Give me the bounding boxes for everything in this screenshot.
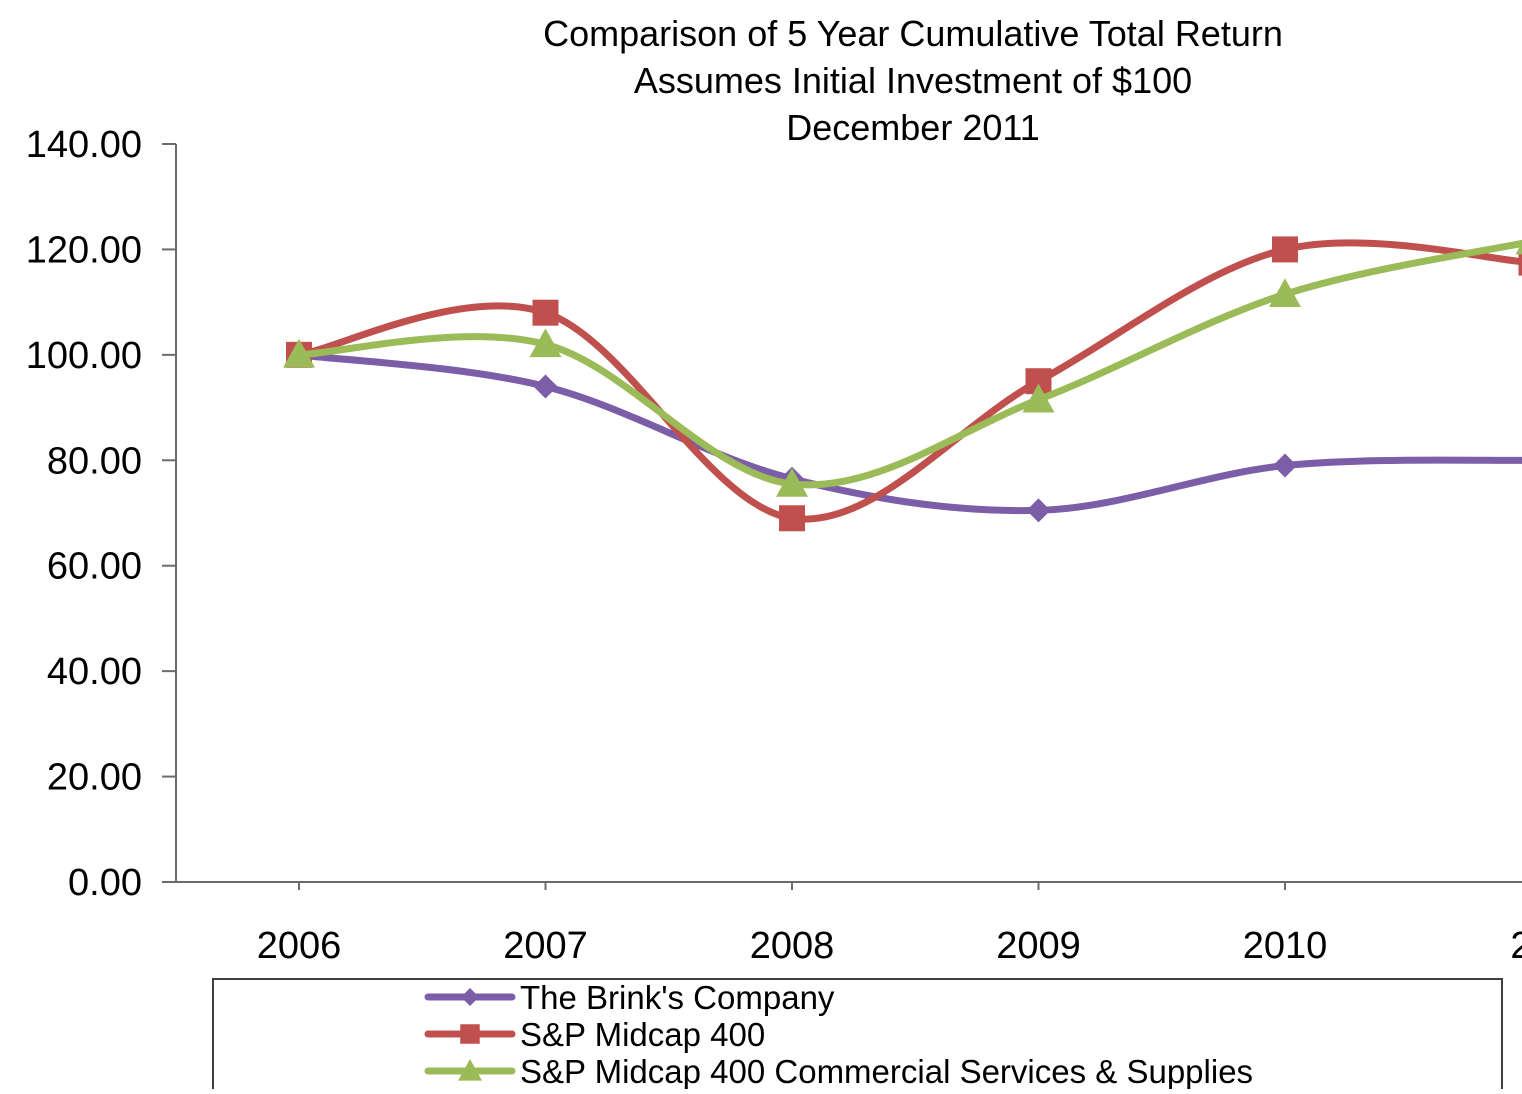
y-tick-label: 140.00 — [26, 124, 142, 166]
series-2-point — [533, 300, 559, 326]
legend-swatch-marker — [460, 1024, 480, 1044]
chart-title-line-3: December 2011 — [786, 107, 1039, 148]
series-line-2 — [299, 243, 1522, 519]
x-tick-label: 2010 — [1243, 925, 1328, 967]
chart-title: Comparison of 5 Year Cumulative Total Re… — [543, 13, 1283, 148]
x-tick-label: 2009 — [996, 925, 1081, 967]
x-tick-label: 2006 — [257, 925, 342, 967]
series-2-point — [1272, 236, 1298, 262]
y-tick-label: 100.00 — [26, 335, 142, 377]
y-tick-label: 0.00 — [68, 862, 142, 904]
series-1-point — [1273, 454, 1297, 478]
series-lines — [283, 226, 1522, 532]
x-tick-label: 2007 — [503, 925, 588, 967]
series-3-point — [1516, 226, 1522, 255]
y-tick-label: 80.00 — [47, 440, 142, 482]
x-tick-label: 20 — [1510, 925, 1522, 967]
legend-label: S&P Midcap 400 — [520, 1016, 765, 1053]
x-tick-label: 2008 — [750, 925, 835, 967]
legend-label: S&P Midcap 400 Commercial Services & Sup… — [520, 1053, 1253, 1089]
y-tick-label: 60.00 — [47, 546, 142, 588]
series-1-point — [534, 374, 558, 398]
series-2-point — [779, 505, 805, 531]
y-tick-label: 40.00 — [47, 651, 142, 693]
series-line-3 — [299, 242, 1522, 485]
y-tick-label: 120.00 — [26, 229, 142, 271]
chart-title-line-2: Assumes Initial Investment of $100 — [634, 60, 1192, 101]
chart-title-line-1: Comparison of 5 Year Cumulative Total Re… — [543, 13, 1283, 54]
legend-label: The Brink's Company — [520, 979, 835, 1016]
y-tick-label: 20.00 — [47, 757, 142, 799]
series-line-1 — [299, 355, 1522, 511]
series-1-point — [1027, 498, 1051, 522]
